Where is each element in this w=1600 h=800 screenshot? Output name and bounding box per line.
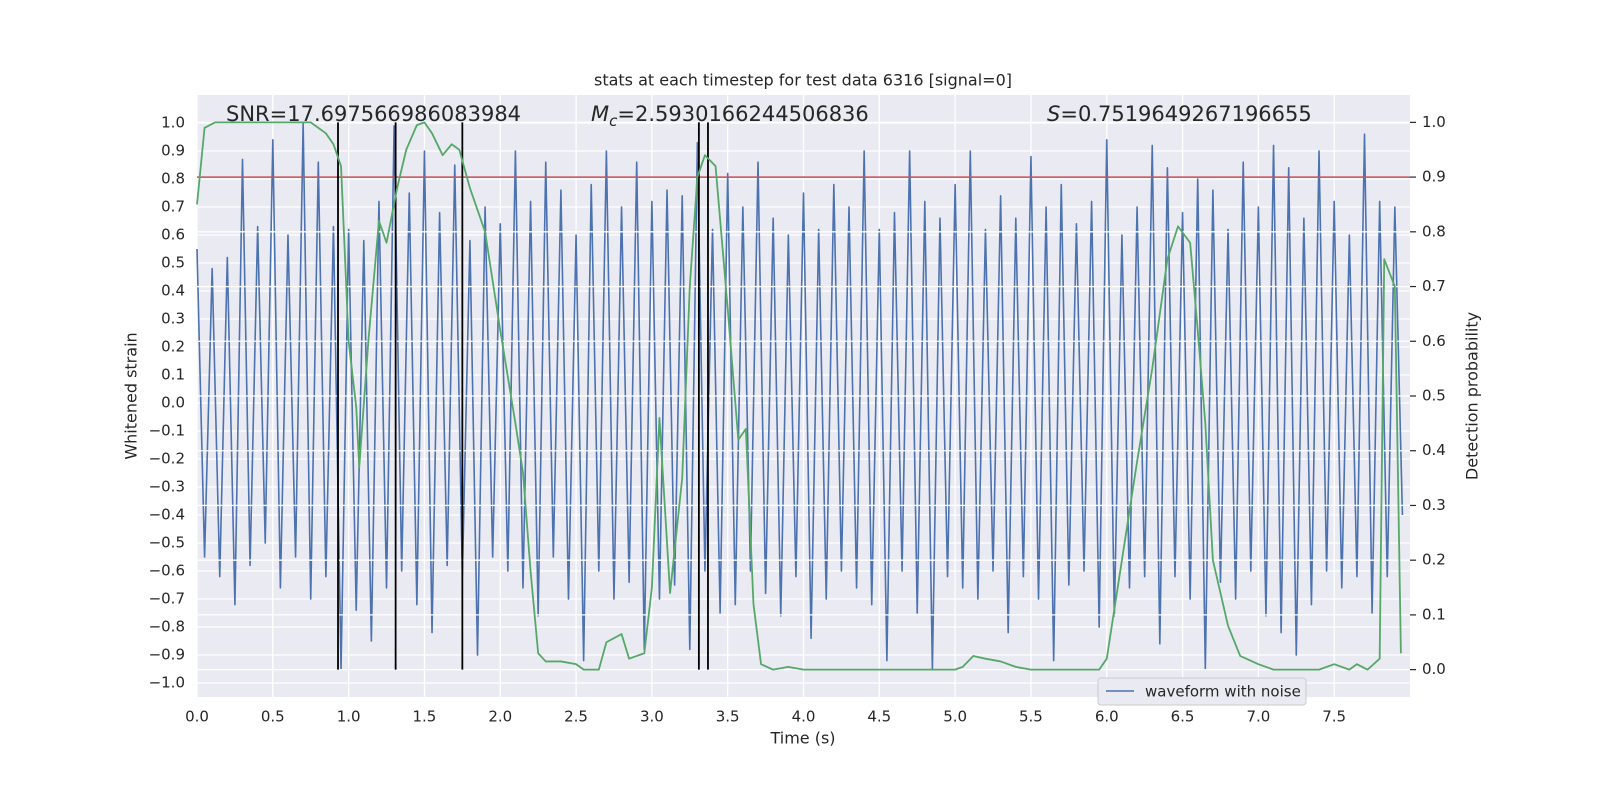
y-tick-label: −0.7 — [149, 590, 185, 608]
y-tick-label: −0.8 — [149, 618, 185, 636]
y-tick-label: −0.4 — [149, 506, 185, 524]
legend-box — [1097, 677, 1307, 706]
y-tick-label: 0.1 — [161, 366, 185, 384]
y2-tick-label: 0.4 — [1422, 441, 1446, 459]
x-tick-label: 7.0 — [1246, 708, 1270, 726]
y-tick-label: 0.5 — [161, 254, 185, 272]
x-tick-label: 6.0 — [1095, 708, 1119, 726]
y-tick-label: −0.6 — [149, 562, 185, 580]
y-tick-label: 0.2 — [161, 338, 185, 356]
annotation-symbol: S — [1047, 102, 1060, 126]
y-tick-label: −0.1 — [149, 422, 185, 440]
y-tick-label: 0.0 — [161, 394, 185, 412]
x-tick-label: 6.5 — [1171, 708, 1195, 726]
x-tick-label: 0.5 — [261, 708, 285, 726]
y-tick-label: −0.9 — [149, 646, 185, 664]
x-tick-label: 1.5 — [413, 708, 437, 726]
annotation: S=0.7519649267196655 — [1047, 102, 1312, 126]
y2-tick-label: 0.1 — [1422, 605, 1446, 623]
annotation-symbol: M — [591, 102, 609, 126]
annotation: Mc=2.5930166244506836 — [591, 102, 869, 130]
y-tick-label: −0.5 — [149, 534, 185, 552]
y2-tick-label: 0.2 — [1422, 551, 1446, 569]
y2-axis-label: Detection probability — [1463, 312, 1482, 480]
waveform-line — [196, 122, 1404, 670]
probability-line — [196, 121, 1402, 671]
y-tick-label: −0.3 — [149, 478, 185, 496]
y-tick-label: 1.0 — [161, 114, 185, 132]
x-tick-label: 5.5 — [1019, 708, 1043, 726]
annotation-text: SNR=17.697566986083984 — [226, 102, 521, 126]
y-axis-label: Whitened strain — [122, 332, 141, 459]
y2-tick-label: 0.5 — [1422, 387, 1446, 405]
x-tick-label: 1.0 — [337, 708, 361, 726]
y2-tick-label: 1.0 — [1422, 113, 1446, 131]
y2-tick-label: 0.8 — [1422, 222, 1446, 240]
y-tick-label: 0.4 — [161, 282, 185, 300]
y2-tick-label: 0.3 — [1422, 496, 1446, 514]
x-tick-label: 3.5 — [716, 708, 740, 726]
annotation-subscript: c — [609, 112, 618, 130]
x-tick-label: 2.0 — [488, 708, 512, 726]
y2-tick-label: 0.0 — [1422, 660, 1446, 678]
x-tick-label: 5.0 — [943, 708, 967, 726]
x-tick-label: 7.5 — [1322, 708, 1346, 726]
y2-tick-label: 0.6 — [1422, 332, 1446, 350]
x-tick-label: 2.5 — [564, 708, 588, 726]
y-tick-label: 0.7 — [161, 198, 185, 216]
annotation: SNR=17.697566986083984 — [226, 102, 521, 126]
y2-tick-label: 0.9 — [1422, 168, 1446, 186]
chart-title: stats at each timestep for test data 631… — [594, 71, 1012, 90]
annotation-text: =0.7519649267196655 — [1060, 102, 1311, 126]
x-axis-label: Time (s) — [769, 729, 835, 748]
x-tick-label: 4.0 — [792, 708, 816, 726]
y-tick-label: 0.9 — [161, 142, 185, 160]
y-tick-label: 0.6 — [161, 226, 185, 244]
y2-tick-label: 0.7 — [1422, 277, 1446, 295]
legend-label: waveform with noise — [1145, 683, 1301, 701]
x-tick-label: 0.0 — [185, 708, 209, 726]
y-tick-label: −0.2 — [149, 450, 185, 468]
y-tick-label: −1.0 — [149, 674, 185, 692]
x-tick-label: 4.5 — [867, 708, 891, 726]
y-tick-label: 0.8 — [161, 170, 185, 188]
x-tick-label: 3.0 — [640, 708, 664, 726]
y-tick-label: 0.3 — [161, 310, 185, 328]
annotation-text: =2.5930166244506836 — [617, 102, 868, 126]
